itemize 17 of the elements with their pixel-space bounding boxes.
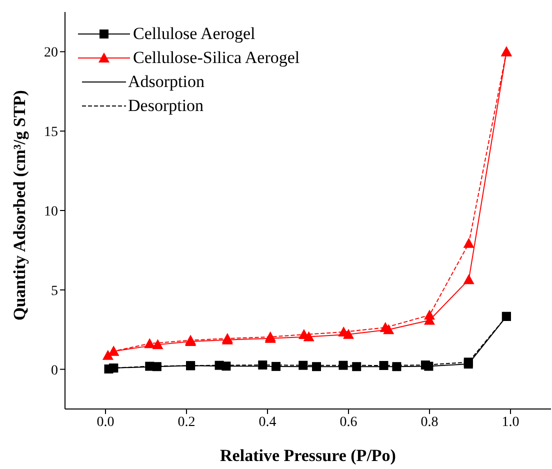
annotation: Desorption [128,95,204,117]
y-tick-label: 10 [44,204,58,220]
y-axis-title: Quantity Adsorbed (cm³/g STP) [10,90,30,320]
legend-label: Cellulose-Silica Aerogel [133,47,300,69]
x-tick-label: 0.8 [420,414,438,430]
y-tick-label: 15 [44,125,58,140]
y-tick-label: 0 [51,363,58,378]
x-axis-title: Relative Pressure (P/Po) [220,446,396,465]
x-tick-label: 0.4 [258,414,276,430]
x-tick-label: 1.0 [502,414,520,430]
annotation: Adsorption [128,71,204,93]
x-tick-label: 0.0 [96,414,114,430]
y-tick-label: 5 [51,284,58,299]
x-tick-label: 0.2 [178,414,196,430]
y-tick-label: 20 [44,46,58,61]
legend-label: Cellulose Aerogel [133,23,256,45]
x-tick-label: 0.6 [340,414,358,430]
